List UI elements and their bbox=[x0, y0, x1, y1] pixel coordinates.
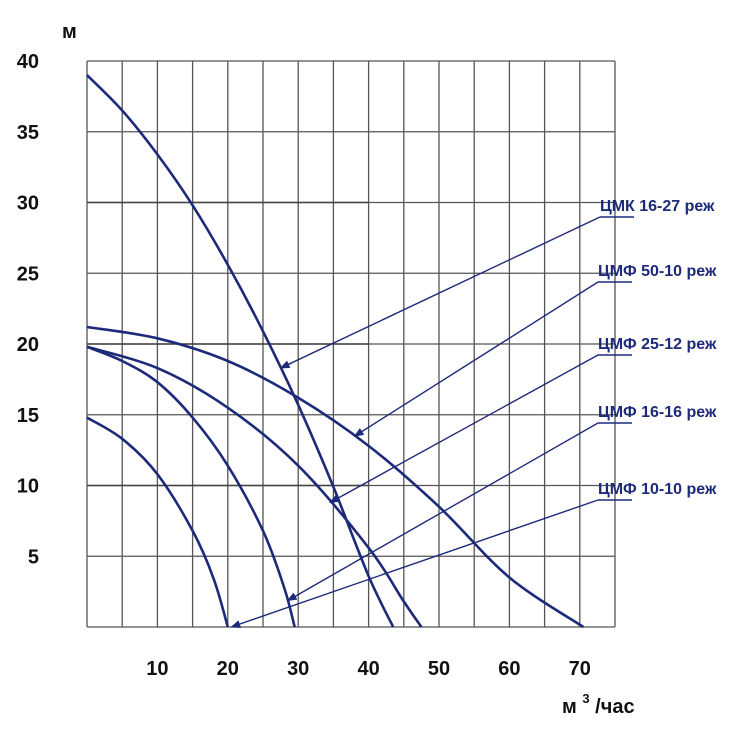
x-tick-label: 60 bbox=[498, 658, 520, 680]
x-tick-label: 40 bbox=[357, 658, 379, 680]
chart-legend: ЦМК 16-27 реж ЦМФ 50-10 реж ЦМФ 25-12 реж Ц… bbox=[598, 198, 717, 501]
legend-label-1: ЦМК 16-27 реж bbox=[600, 198, 715, 215]
x-tick-label: 70 bbox=[569, 658, 591, 680]
y-tick-label: 15 bbox=[17, 405, 39, 427]
y-tick-label: 20 bbox=[17, 334, 39, 356]
legend-leader-3 bbox=[329, 354, 599, 504]
x-tick-label: 20 bbox=[217, 658, 239, 680]
curve-series-3 bbox=[86, 345, 423, 628]
x-tick-label: 50 bbox=[428, 658, 450, 680]
y-tick-label: 35 bbox=[17, 122, 39, 144]
x-axis-label-base: м bbox=[562, 696, 577, 718]
curve-series-2 bbox=[86, 325, 585, 629]
y-tick-label: 10 bbox=[17, 476, 39, 498]
legend-leader-lines bbox=[230, 216, 601, 628]
chart-grid bbox=[86, 60, 616, 628]
chart-curves bbox=[86, 74, 585, 629]
legend-label-3: ЦМФ 25-12 реж bbox=[598, 336, 717, 353]
legend-label-2: ЦМФ 50-10 реж bbox=[598, 263, 717, 280]
y-tick-label: 40 bbox=[17, 51, 39, 73]
legend-leader-4 bbox=[286, 422, 599, 602]
y-tick-label: 25 bbox=[17, 263, 39, 285]
x-tick-label: 30 bbox=[287, 658, 309, 680]
x-axis-label: м 3 /час bbox=[562, 686, 635, 718]
legend-label-5: ЦМФ 10-10 реж bbox=[598, 481, 717, 498]
y-tick-label: 30 bbox=[17, 193, 39, 215]
axis-ticks: 40 35 30 25 20 15 10 5 10 20 30 40 50 60 70 bbox=[17, 51, 591, 680]
y-axis-label: м bbox=[62, 21, 77, 43]
curve-series-5 bbox=[86, 416, 230, 628]
curve-series-1 bbox=[86, 74, 395, 628]
legend-leader-2 bbox=[353, 281, 599, 437]
x-axis-label-suffix: /час bbox=[595, 696, 634, 718]
x-tick-label: 10 bbox=[146, 658, 168, 680]
legend-label-4: ЦМФ 16-16 реж bbox=[598, 404, 717, 421]
legend-leader-1 bbox=[279, 216, 601, 369]
curve-series-4 bbox=[86, 345, 296, 628]
legend-leader-5 bbox=[230, 499, 599, 628]
x-axis-label-superscript: 3 bbox=[582, 691, 589, 706]
y-tick-label: 5 bbox=[28, 546, 39, 568]
